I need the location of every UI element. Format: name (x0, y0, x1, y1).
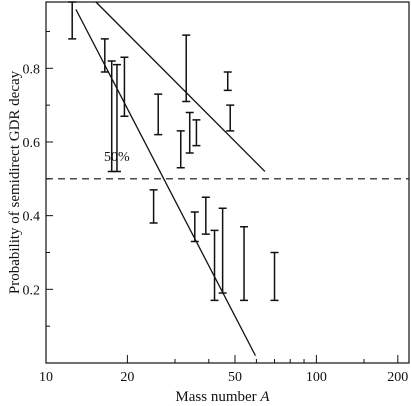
plot-frame (45, 1, 410, 364)
error-bar (201, 196, 210, 235)
trend-lines (75, 1, 266, 356)
error-bar (218, 207, 227, 294)
y-tick-label: 0.4 (23, 210, 41, 225)
error-bar (176, 130, 185, 169)
error-bar (190, 211, 199, 243)
y-tick-label: 0.6 (23, 136, 41, 151)
error-bar (100, 38, 109, 73)
error-bar (149, 189, 158, 224)
x-tick-label: 20 (120, 370, 134, 385)
plot-area-border (45, 1, 410, 364)
error-bar (154, 93, 163, 136)
trend-line-1 (95, 1, 266, 172)
error-bar (68, 1, 77, 40)
error-bar (112, 63, 121, 173)
error-bar (226, 104, 235, 132)
x-tick-label: 50 (228, 370, 242, 385)
y-tick-label: 0.8 (23, 62, 41, 77)
x-axis-label-text: Mass number (175, 389, 260, 405)
x-tick-label: 200 (387, 370, 408, 385)
y-tick-label: 0.2 (23, 283, 41, 298)
trend-line-2 (75, 9, 257, 356)
error-bar (192, 119, 201, 147)
error-bar (185, 111, 194, 154)
reference-line-group: 50% (46, 150, 409, 180)
error-bar (240, 225, 249, 302)
error-bars (68, 1, 279, 302)
y-axis-ticks: 0.2 0.4 0.6 0.8 (23, 30, 53, 327)
x-axis-ticks: 10 20 50 100 200 (39, 355, 408, 385)
x-axis-label: Mass number A (175, 389, 270, 405)
error-bar (270, 251, 279, 302)
y-axis-label: Probability of semidirect GDR decay (7, 70, 23, 294)
error-bar (223, 71, 232, 92)
x-tick-label: 100 (306, 370, 327, 385)
error-bar (182, 34, 191, 103)
x-tick-label: 10 (39, 370, 53, 385)
error-bar (210, 229, 219, 302)
x-axis-label-variable: A (259, 389, 270, 405)
error-bar (120, 56, 129, 117)
